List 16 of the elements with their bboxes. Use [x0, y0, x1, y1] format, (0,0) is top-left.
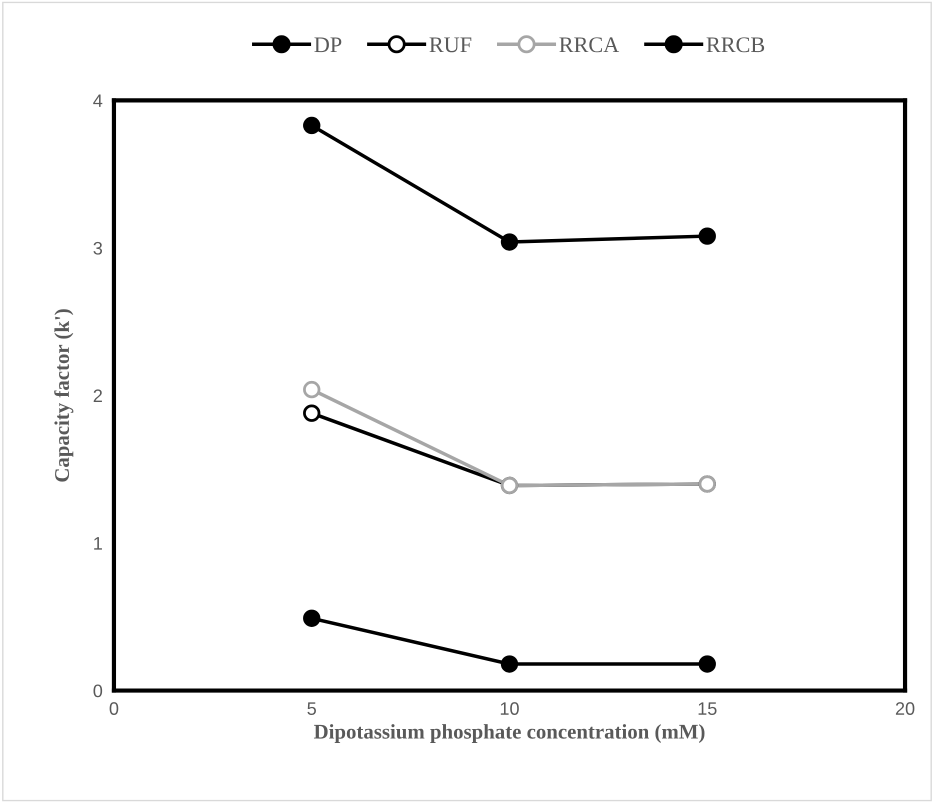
x-tick-label: 15: [698, 702, 717, 715]
y-tick-label: 0: [94, 684, 102, 698]
y-axis-title: Capacity factor (k'): [54, 309, 74, 482]
legend-label: RUF: [429, 37, 472, 52]
y-tick-label: 4: [93, 94, 102, 107]
y-tick-label: 1: [94, 537, 102, 550]
x-axis-title: Dipotassium phosphate concentration (mM): [314, 724, 704, 743]
x-tick-label: 10: [500, 702, 519, 715]
legend-label: RRCA: [559, 37, 620, 52]
x-tick-label: 0: [110, 702, 118, 715]
legend-label: DP: [314, 37, 342, 52]
y-tick-label: 2: [94, 389, 102, 402]
legend-label: RRCB: [706, 37, 764, 52]
x-tick-label: 5: [307, 702, 316, 715]
y-tick-label: 3: [93, 242, 102, 255]
x-tick-label: 20: [896, 702, 914, 715]
